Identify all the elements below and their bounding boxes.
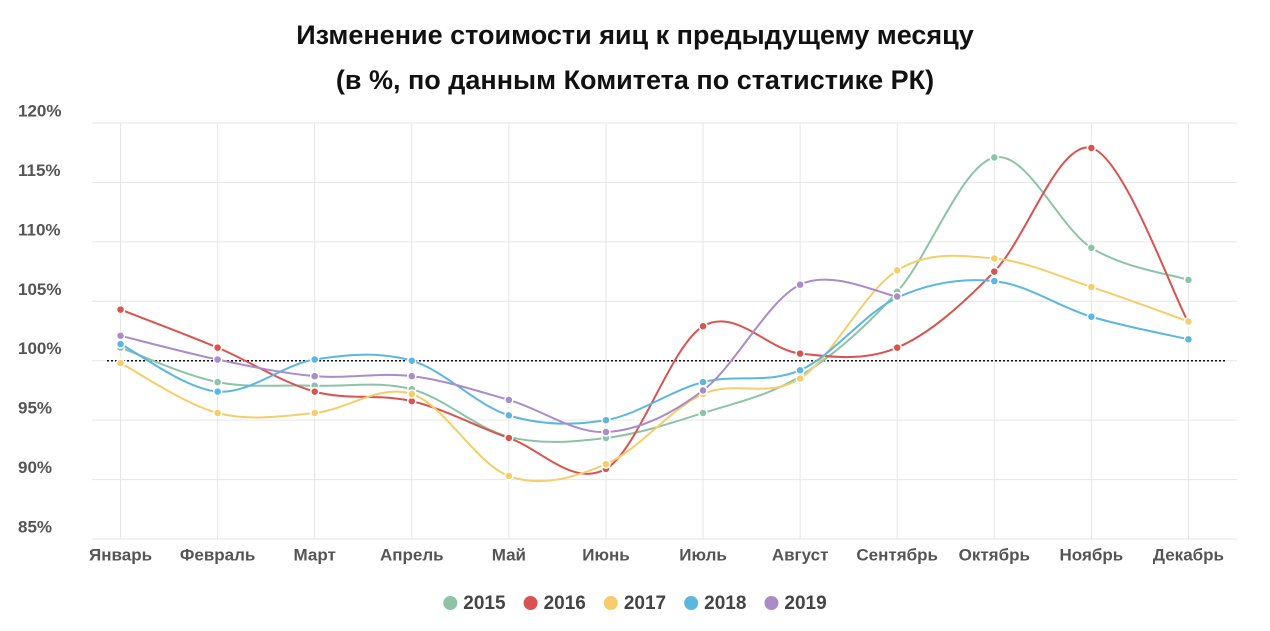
data-point [698, 321, 708, 331]
x-tick-label: Апрель [380, 545, 444, 564]
data-point [407, 371, 417, 381]
data-point [989, 152, 1000, 163]
legend-swatch [603, 596, 618, 610]
data-point [115, 339, 126, 349]
data-point [698, 408, 708, 418]
data-point [212, 408, 223, 418]
chart-subtitle: (в %, по данным Комитета по статистике Р… [336, 65, 934, 95]
data-point [115, 331, 126, 341]
data-point [989, 276, 1000, 286]
x-tick-label: Май [492, 545, 526, 564]
legend-swatch [443, 596, 458, 610]
x-tick-label: Декабрь [1153, 545, 1224, 564]
data-point [212, 354, 223, 365]
data-point [115, 304, 126, 315]
data-point [504, 410, 514, 421]
data-point [601, 427, 611, 437]
y-tick-label: 105% [18, 280, 61, 299]
data-point [1086, 243, 1097, 253]
chart-title: Изменение стоимости яиц к предыдущему ме… [296, 20, 974, 50]
x-tick-label: Март [294, 545, 336, 564]
data-point [309, 386, 320, 397]
legend-label: 2018 [704, 593, 746, 614]
data-point [309, 354, 320, 365]
x-tick-label: Октябрь [959, 545, 1030, 564]
data-point [212, 386, 223, 397]
data-point [892, 291, 902, 302]
y-tick-label: 110% [18, 220, 61, 239]
y-tick-label: 95% [18, 399, 52, 418]
legend-label: 2016 [544, 593, 586, 614]
data-point [795, 348, 805, 359]
y-tick-label: 90% [18, 458, 52, 477]
legend-label: 2019 [784, 593, 826, 614]
legend-swatch [523, 596, 538, 610]
y-tick-label: 115% [18, 161, 61, 180]
y-tick-label: 100% [18, 339, 61, 358]
x-tick-label: Январь [89, 545, 152, 564]
y-tick-label: 85% [18, 517, 52, 536]
data-point [115, 358, 126, 368]
data-point [504, 395, 514, 405]
data-point [1086, 311, 1097, 322]
legend: 2015 2016 2017 2018 2019 [443, 593, 827, 614]
legend-swatch [684, 596, 699, 610]
series-line [120, 278, 898, 434]
data-point [698, 385, 708, 396]
x-tick-label: Сентябрь [856, 545, 938, 564]
data-point [989, 266, 1000, 277]
data-point [601, 415, 611, 425]
data-point [1086, 282, 1097, 292]
data-point [212, 342, 223, 353]
x-tick-label: Июль [679, 545, 727, 564]
data-point [504, 471, 514, 481]
data-point [212, 377, 223, 387]
y-tick-label: 120% [18, 101, 61, 120]
data-point [407, 355, 417, 366]
data-point [504, 433, 514, 443]
data-point [698, 377, 708, 387]
data-point [892, 342, 902, 353]
data-point [1183, 334, 1194, 345]
x-tick-label: Февраль [180, 545, 256, 564]
data-point [601, 459, 611, 469]
data-point [795, 279, 805, 290]
data-point [407, 389, 417, 399]
data-point [795, 373, 805, 384]
x-tick-label: Ноябрь [1060, 545, 1124, 564]
data-point [309, 408, 320, 418]
data-point [1086, 143, 1097, 153]
data-point [1183, 316, 1194, 327]
data-point [1183, 275, 1194, 285]
series-line [120, 146, 1190, 475]
data-point [309, 371, 320, 381]
data-point [892, 265, 902, 276]
legend-swatch [764, 596, 779, 610]
x-tick-label: Август [772, 545, 829, 564]
legend-label: 2015 [463, 593, 506, 614]
legend-label: 2017 [624, 593, 666, 614]
data-point [795, 365, 805, 375]
x-tick-label: Июнь [582, 545, 629, 564]
data-point [989, 253, 1000, 264]
